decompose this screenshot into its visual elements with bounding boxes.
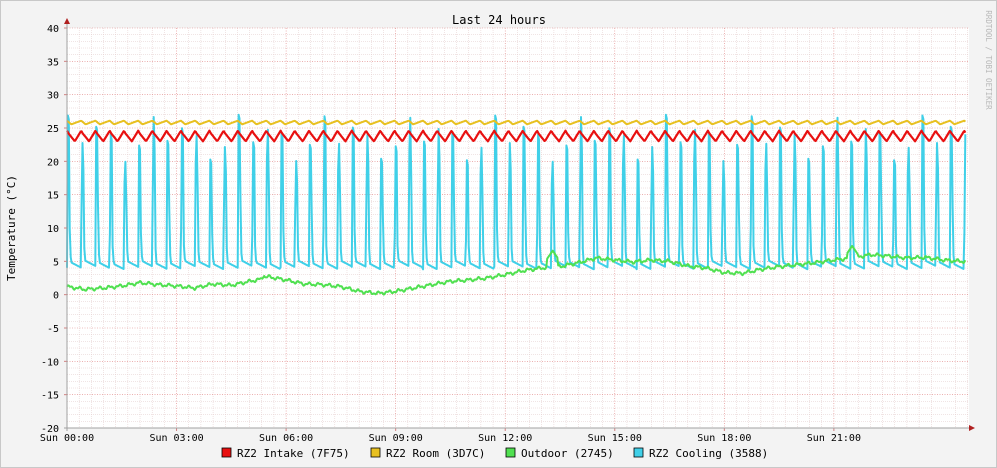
y-tick-label: 25: [47, 124, 59, 135]
x-tick-label: Sun 00:00: [40, 433, 94, 444]
axes: [64, 18, 975, 431]
grid: [66, 27, 969, 429]
x-tick-label: Sun 21:00: [807, 433, 861, 444]
x-tick-label: Sun 09:00: [369, 433, 423, 444]
legend-label: Outdoor (2745): [521, 447, 614, 460]
y-tick-label: 15: [47, 191, 59, 202]
legend: RZ2 Intake (7F75) RZ2 Room (3D7C) Outdoor …: [221, 447, 768, 460]
legend-label: RZ2 Room (3D7C): [386, 447, 485, 460]
y-tick-label: 10: [47, 224, 59, 235]
legend-label: RZ2 Intake (7F75): [237, 447, 350, 460]
y-tick-label: 30: [47, 91, 59, 102]
x-axis-arrow: [969, 425, 975, 431]
legend-swatch: [633, 447, 644, 458]
series-lines: [66, 113, 967, 296]
chart-title: Last 24 hours: [452, 13, 546, 27]
legend-swatch: [370, 447, 381, 458]
y-tick-label: 0: [53, 291, 59, 302]
y-tick-label: 35: [47, 57, 59, 68]
y-tick-label: 20: [47, 157, 59, 168]
x-tick-label: Sun 03:00: [149, 433, 203, 444]
series-line-outdoor: [66, 245, 967, 296]
legend-swatch: [505, 447, 516, 458]
y-axis-arrow: [64, 18, 70, 24]
x-tick-label: Sun 15:00: [588, 433, 642, 444]
y-tick-label: -20: [41, 424, 59, 435]
legend-swatch: [221, 447, 232, 458]
x-tick-label: Sun 12:00: [478, 433, 532, 444]
y-tick-label: -15: [41, 391, 59, 402]
series-line-room: [66, 119, 966, 126]
x-tick-label: Sun 18:00: [697, 433, 751, 444]
x-tick-labels: Sun 00:00 Sun 03:00 Sun 06:00 Sun 09:00 Sun …: [40, 433, 861, 444]
legend-label: RZ2 Cooling (3588): [649, 447, 768, 460]
y-axis-label: Temperature (°C): [5, 175, 18, 281]
y-tick-label: -10: [41, 357, 59, 368]
y-tick-label: 5: [53, 257, 59, 268]
x-tick-label: Sun 06:00: [259, 433, 313, 444]
watermark: RRDTOOL / TOBI OETIKER: [984, 10, 993, 110]
y-tick-labels: 40 35 30 25 20 15 10 5 0 -5 -10 -15 -20: [41, 24, 59, 435]
y-tick-label: 40: [47, 24, 59, 35]
y-tick-label: -5: [47, 324, 59, 335]
series-line-intake: [66, 129, 967, 143]
